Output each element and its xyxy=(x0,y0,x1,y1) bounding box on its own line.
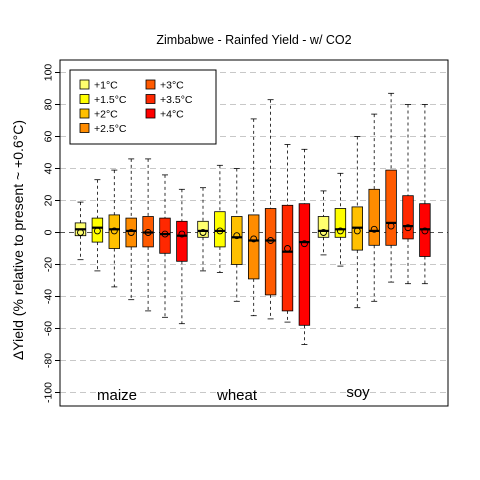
mean-marker xyxy=(421,227,429,235)
y-tick-label: 20 xyxy=(43,195,55,207)
box-soy-2 xyxy=(351,136,364,309)
legend-label: +2.5°C xyxy=(94,123,127,135)
legend-label: +3°C xyxy=(160,80,184,92)
box-body xyxy=(281,204,294,312)
box-body xyxy=(402,195,414,240)
box-body xyxy=(368,188,380,246)
box-series xyxy=(74,92,431,345)
legend-swatch xyxy=(79,108,90,119)
box-body xyxy=(334,208,347,238)
legend-label: +3.5°C xyxy=(160,94,193,106)
legend: +1°C +1.5°C +2°C +2.5°C +3°C +3.5°C +4°C xyxy=(69,69,217,145)
crop-label-soy: soy xyxy=(346,384,370,401)
legend-label: +1°C xyxy=(94,80,118,92)
y-axis: 100 80 60 40 20 0 -20 -40 -60 -80 -100 xyxy=(43,64,60,403)
mean-marker xyxy=(161,230,169,238)
crop-labels: maize wheat soy xyxy=(97,384,370,404)
mean-marker xyxy=(77,229,84,236)
mean-marker xyxy=(178,230,186,238)
legend-label: +4°C xyxy=(160,109,184,121)
box-body xyxy=(317,216,330,238)
mean-marker xyxy=(387,222,395,230)
mean-marker xyxy=(144,229,152,236)
legend-box xyxy=(69,69,217,145)
box-body xyxy=(231,216,243,265)
y-tick-label: -40 xyxy=(43,289,55,304)
legend-swatch xyxy=(79,123,90,133)
mean-marker xyxy=(93,227,101,235)
box-body xyxy=(108,214,121,249)
mean-marker xyxy=(404,224,412,232)
crop-label-wheat: wheat xyxy=(216,387,258,404)
box-body xyxy=(298,203,311,326)
box-maize-6 xyxy=(176,188,188,325)
legend-label: +2°C xyxy=(94,109,118,121)
mean-marker xyxy=(353,227,361,235)
y-tick-label: -80 xyxy=(43,353,55,368)
box-body xyxy=(264,208,277,296)
mean-marker xyxy=(110,227,118,235)
box-wheat-1 xyxy=(214,164,226,273)
box-soy-0 xyxy=(317,190,330,256)
y-tick-label: 80 xyxy=(43,99,55,111)
y-tick-label: 0 xyxy=(43,229,55,235)
y-tick-label: -60 xyxy=(43,321,55,336)
box-wheat-2 xyxy=(231,168,243,302)
box-maize-1 xyxy=(91,179,104,272)
box-soy-4 xyxy=(385,92,397,283)
box-body xyxy=(247,214,260,280)
mean-marker xyxy=(336,227,344,235)
box-wheat-3 xyxy=(247,118,260,317)
y-tick-label: 40 xyxy=(43,163,55,175)
y-axis-label: ΔYield (% relative to present ~ +0.6°C) xyxy=(10,120,26,360)
box-maize-3 xyxy=(125,158,137,301)
mean-marker xyxy=(320,229,327,236)
legend-swatch xyxy=(145,108,156,119)
legend-label: +1.5°C xyxy=(94,94,127,106)
box-wheat-4 xyxy=(264,99,277,320)
box-maize-2 xyxy=(108,169,121,288)
box-body xyxy=(125,217,137,248)
box-maize-0 xyxy=(74,201,87,261)
box-soy-5 xyxy=(402,104,414,285)
crop-label-maize: maize xyxy=(97,387,137,404)
chart-title: Zimbabwe - Rainfed Yield - w/ CO2 xyxy=(156,33,351,47)
plot-frame xyxy=(59,59,449,407)
mean-marker xyxy=(199,229,207,236)
box-body xyxy=(176,220,188,262)
box-body xyxy=(91,217,104,243)
box-body xyxy=(385,169,397,246)
legend-swatch xyxy=(145,94,156,104)
mean-marker xyxy=(233,232,241,240)
box-maize-5 xyxy=(159,174,171,318)
box-maize-4 xyxy=(142,158,154,312)
mean-marker xyxy=(300,240,308,248)
box-wheat-5 xyxy=(281,144,294,323)
box-soy-3 xyxy=(368,113,380,302)
box-body xyxy=(159,217,171,254)
mean-marker xyxy=(284,245,291,252)
box-soy-1 xyxy=(334,172,347,267)
box-soy-6 xyxy=(419,104,431,285)
y-tick-label: 60 xyxy=(43,131,55,143)
legend-swatch xyxy=(79,94,90,104)
mean-marker xyxy=(267,237,275,244)
y-tick-label: 100 xyxy=(43,64,55,82)
box-wheat-6 xyxy=(298,148,311,345)
mean-marker xyxy=(370,225,378,233)
y-tick-label: -20 xyxy=(43,257,55,272)
legend-swatch xyxy=(145,79,156,90)
box-wheat-0 xyxy=(197,187,209,272)
mean-marker xyxy=(250,235,258,243)
mean-marker xyxy=(216,227,224,235)
box-body xyxy=(214,211,226,248)
y-tick-label: -100 xyxy=(43,382,55,403)
mean-marker xyxy=(127,229,135,236)
legend-swatch xyxy=(79,79,90,90)
